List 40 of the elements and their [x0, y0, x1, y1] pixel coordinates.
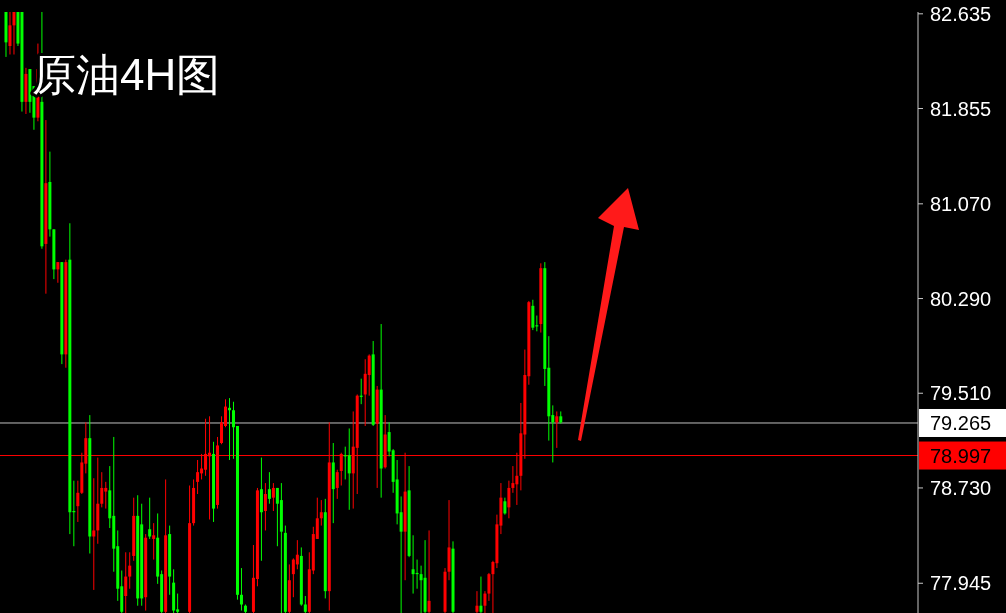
candlestick	[475, 590, 479, 613]
candlestick	[56, 261, 60, 284]
candlestick	[152, 522, 156, 561]
candlestick	[196, 459, 200, 495]
candlestick	[335, 469, 339, 500]
candlestick	[367, 353, 371, 397]
candlestick	[363, 358, 367, 427]
ref-line-label: 78.997	[930, 444, 992, 467]
y-tick-label: 80.290	[930, 287, 992, 310]
y-tick-label: 81.070	[930, 192, 992, 215]
candlestick	[100, 471, 104, 508]
candlestick	[76, 480, 80, 523]
y-tick-label: 77.945	[930, 572, 992, 595]
candlestick	[263, 482, 267, 531]
candlestick	[479, 576, 483, 613]
candlestick	[267, 471, 271, 505]
candlestick	[8, 12, 12, 55]
y-tick-label: 81.855	[930, 97, 992, 120]
y-tick-label: 82.635	[930, 2, 992, 25]
candlestick	[347, 427, 351, 511]
candlestick	[148, 497, 152, 540]
candlestick	[531, 299, 535, 331]
y-tick-label: 78.730	[930, 476, 992, 499]
candlestick	[555, 410, 559, 449]
candlestick	[271, 482, 275, 512]
candlestick	[507, 480, 511, 519]
candlestick	[295, 539, 299, 570]
candlestick	[275, 487, 279, 547]
candlestick	[427, 529, 431, 613]
y-tick-label: 79.510	[930, 382, 992, 405]
candlestick	[12, 12, 16, 55]
candlestick	[124, 551, 128, 613]
ref-line-label: 79.265	[930, 411, 992, 434]
candlestick	[259, 457, 263, 562]
candlestick	[291, 557, 295, 598]
candlestick	[104, 481, 108, 510]
candlestick	[239, 567, 243, 612]
candlestick	[92, 477, 96, 591]
candlestick	[128, 551, 132, 590]
candlestick	[319, 499, 323, 527]
